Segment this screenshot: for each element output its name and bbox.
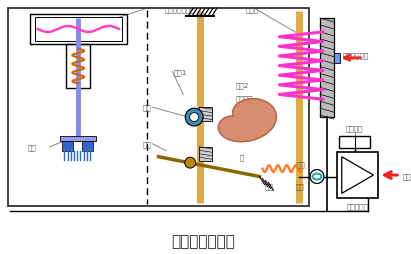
Bar (35, 18, 122, 42)
Text: 气动放大器: 气动放大器 (346, 202, 369, 209)
Bar (30, 15, 127, 45)
Bar (337, 152, 379, 199)
Circle shape (185, 157, 196, 168)
Text: 压力信号输入: 压力信号输入 (343, 52, 369, 59)
Bar (320, 19, 334, 118)
Bar (334, 54, 340, 63)
Bar (8, 9, 309, 207)
Text: 气动薄膜调节阀: 气动薄膜调节阀 (165, 6, 196, 13)
Circle shape (310, 170, 324, 184)
Text: 滚轮: 滚轮 (143, 104, 152, 111)
Text: 气源: 气源 (402, 172, 411, 179)
Bar (82, 141, 93, 151)
Bar (62, 141, 73, 151)
Text: 喷嘴: 喷嘴 (296, 161, 305, 167)
Polygon shape (199, 108, 212, 122)
Text: 弹簧: 弹簧 (265, 183, 274, 189)
Bar (339, 136, 370, 148)
Polygon shape (342, 157, 374, 194)
Text: 波纹管: 波纹管 (246, 6, 259, 13)
Text: 恒节流孔: 恒节流孔 (346, 125, 363, 131)
Text: 轴: 轴 (240, 154, 244, 160)
Text: 气动阀门定位器: 气动阀门定位器 (171, 233, 235, 248)
Text: 摆杆: 摆杆 (143, 141, 152, 148)
Circle shape (185, 109, 203, 126)
Polygon shape (218, 99, 276, 142)
Text: 偏心凸轮: 偏心凸轮 (236, 94, 253, 101)
Polygon shape (199, 147, 212, 161)
Text: 挡板: 挡板 (295, 183, 304, 189)
Text: 杠杆2: 杠杆2 (236, 82, 249, 88)
Text: 杠杆1: 杠杆1 (173, 69, 187, 75)
Circle shape (190, 113, 199, 122)
Bar (60, 136, 96, 141)
Bar (66, 45, 90, 89)
Text: 平板: 平板 (28, 144, 37, 151)
